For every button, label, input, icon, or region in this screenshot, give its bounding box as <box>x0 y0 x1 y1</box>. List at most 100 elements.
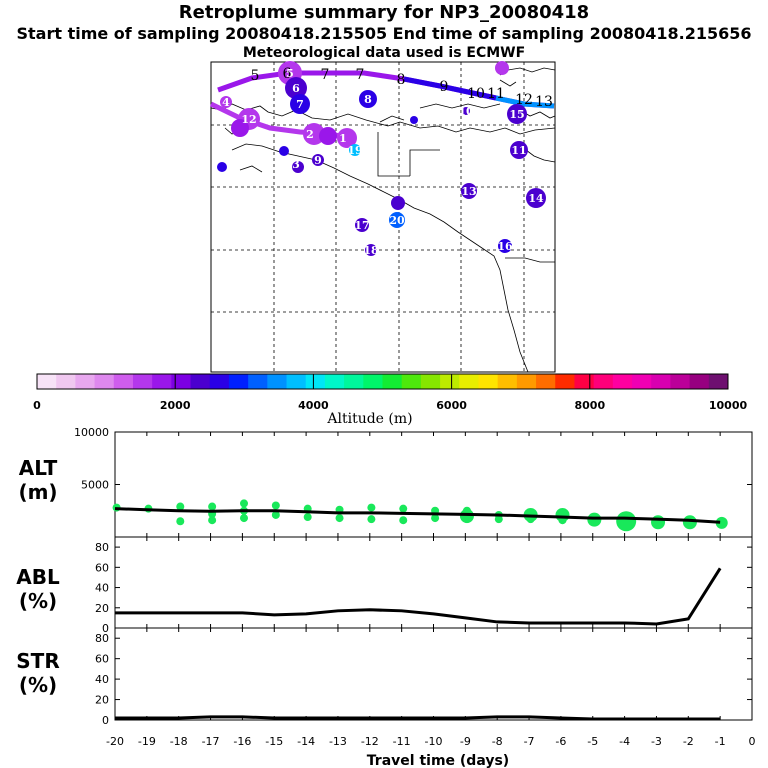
cluster-label: 14 <box>528 192 544 205</box>
colorbar-swatch <box>593 374 614 389</box>
alt-cluster-dot <box>271 510 280 519</box>
colorbar-swatch <box>152 374 172 389</box>
colorbar-swatch <box>286 374 307 389</box>
colorbar-tick-label: 2000 <box>160 399 191 412</box>
colorbar-swatch <box>344 374 364 389</box>
x-tick-label: -18 <box>170 735 188 748</box>
alt-cluster-dot <box>367 503 376 512</box>
str-y-tick-label: 60 <box>95 653 109 666</box>
colorbar-swatch <box>516 374 537 389</box>
x-tick-label: -14 <box>297 735 315 748</box>
trajectory-day-labels: 5 6 7 7 8 9 10 11 12 13 <box>251 66 553 110</box>
x-axis-title: Travel time (days) <box>367 753 509 768</box>
colorbar-tick-label: 4000 <box>298 399 329 412</box>
x-tick-label: -12 <box>361 735 379 748</box>
abl-series-line <box>115 567 722 626</box>
trajectory-upper-blue <box>403 76 497 101</box>
colorbar-swatch <box>37 374 57 389</box>
colorbar-swatch <box>689 374 710 389</box>
colorbar-swatch <box>324 374 345 389</box>
cluster-label: 7 <box>296 98 304 111</box>
alt-cluster-dot <box>399 516 408 525</box>
alt-cluster-dot <box>367 515 376 524</box>
traj-label: 12 <box>515 92 533 108</box>
traj-label: 7 <box>356 67 365 83</box>
colorbar-swatch <box>708 374 729 389</box>
alt-label: ALT <box>19 456 58 480</box>
colorbar-swatch <box>363 374 383 389</box>
cluster-label: 18 <box>363 244 379 257</box>
str-series-line <box>115 715 721 721</box>
alt-cluster-dot <box>459 509 474 523</box>
cluster-label: 5 <box>286 67 294 80</box>
cluster-label: 11 <box>511 144 526 157</box>
str-label: STR <box>16 649 59 673</box>
x-tick-label: -5 <box>587 735 598 748</box>
alt-cluster-dot <box>651 515 666 530</box>
traj-label: 9 <box>440 79 449 95</box>
x-tick-label: -17 <box>202 735 220 748</box>
coastlines <box>210 67 556 373</box>
alt-cluster-dot <box>494 515 503 524</box>
x-tick-label: -20 <box>106 735 124 748</box>
colorbar-swatch <box>420 374 441 389</box>
str-panel: 80 60 40 20 0 <box>95 627 753 727</box>
x-tick-label: -7 <box>524 735 535 748</box>
x-tick-label: -13 <box>329 735 347 748</box>
map-frame <box>210 61 556 373</box>
colorbar-swatch <box>440 374 460 389</box>
x-tick-label: -6 <box>555 735 566 748</box>
x-tick-label: -10 <box>425 735 443 748</box>
colorbar-swatch <box>190 374 211 389</box>
colorbar-swatch <box>478 374 499 389</box>
alt-y-tick-label: 10000 <box>74 426 109 439</box>
str-unit: (%) <box>19 673 57 697</box>
colorbar-swatch <box>113 374 134 389</box>
x-tick-label: 0 <box>749 735 756 748</box>
alt-cluster-dot <box>715 516 728 529</box>
alt-cluster-dot <box>399 504 408 513</box>
colorbar-swatch <box>651 374 671 389</box>
alt-cluster-dot <box>555 507 570 522</box>
colorbar-ticks: 0 2000 4000 6000 8000 10000 <box>33 374 747 412</box>
colorbar-title: Altitude (m) <box>326 411 412 427</box>
alt-cluster-dot <box>176 502 185 511</box>
colorbar-tick-label: 8000 <box>574 399 605 412</box>
colorbar-swatch <box>305 374 326 389</box>
colorbar-swatch <box>248 374 268 389</box>
cluster-label: 8 <box>364 93 372 106</box>
x-tick-label: -4 <box>619 735 630 748</box>
colorbar-tick-label: 0 <box>33 399 41 412</box>
alt-cluster-dot <box>239 514 248 523</box>
alt-cluster-dot <box>208 516 217 525</box>
colorbar-swatch <box>94 374 115 389</box>
sampling-time: Start time of sampling 20080418.215505 E… <box>16 24 752 43</box>
colorbar-swatch <box>574 374 595 389</box>
cluster-label: 2 <box>306 128 314 141</box>
cluster-label: 17 <box>354 219 369 232</box>
colorbar-swatch <box>536 374 556 389</box>
abl-y-tick-label: 20 <box>95 602 109 615</box>
x-tick-label: -16 <box>233 735 251 748</box>
alt-cluster-dot <box>303 513 312 522</box>
alt-cluster-dot <box>616 511 637 532</box>
alt-unit: (m) <box>18 480 57 504</box>
colorbar-swatch <box>267 374 288 389</box>
alt-series-line <box>114 507 721 524</box>
colorbar-swatch <box>75 374 96 389</box>
cluster-label: 1 <box>339 132 347 145</box>
alt-cluster-dot <box>431 514 440 523</box>
traj-label: 5 <box>251 68 260 84</box>
alt-y-tick-label: 5000 <box>81 479 109 492</box>
colorbar-swatch <box>401 374 422 389</box>
cluster-label: 12 <box>241 113 256 126</box>
colorbar-tick-label: 6000 <box>436 399 467 412</box>
colorbar <box>37 374 729 389</box>
alt-cluster-dot <box>239 499 248 508</box>
alt-cluster-dot <box>176 517 185 526</box>
str-y-tick-label: 80 <box>95 632 109 645</box>
alt-cluster-dot <box>682 515 697 530</box>
colorbar-swatch <box>56 374 76 389</box>
